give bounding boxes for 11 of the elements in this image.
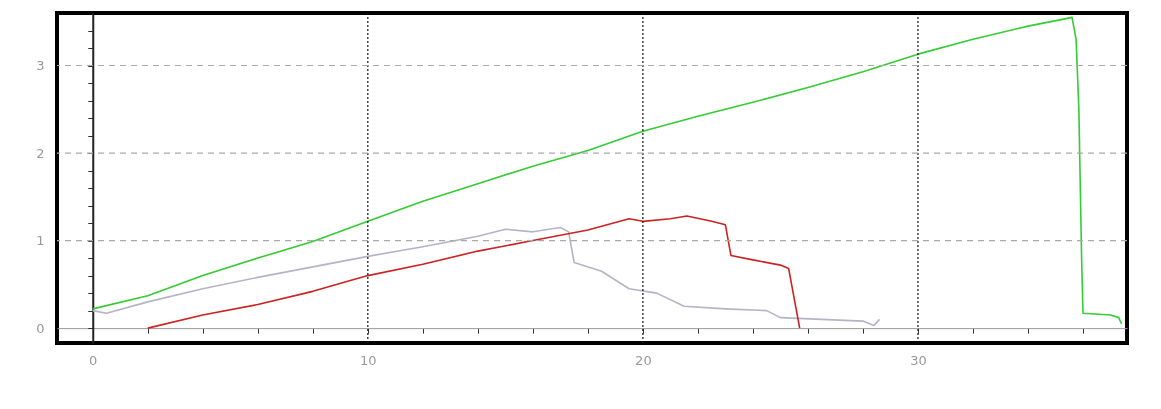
line-series: [91, 16, 1123, 325]
line-series: [91, 226, 881, 327]
y-tick-label: 1: [36, 233, 45, 249]
x-tick-label: 0: [89, 352, 98, 368]
y-tick-label: 3: [36, 58, 45, 74]
x-tick-label: 20: [635, 352, 652, 368]
y-tick-label: 0: [36, 320, 45, 336]
x-tick-label: 30: [910, 352, 927, 368]
x-tick-label: 10: [360, 352, 377, 368]
y-tick-label: 2: [36, 145, 45, 161]
line-series: [146, 215, 801, 329]
